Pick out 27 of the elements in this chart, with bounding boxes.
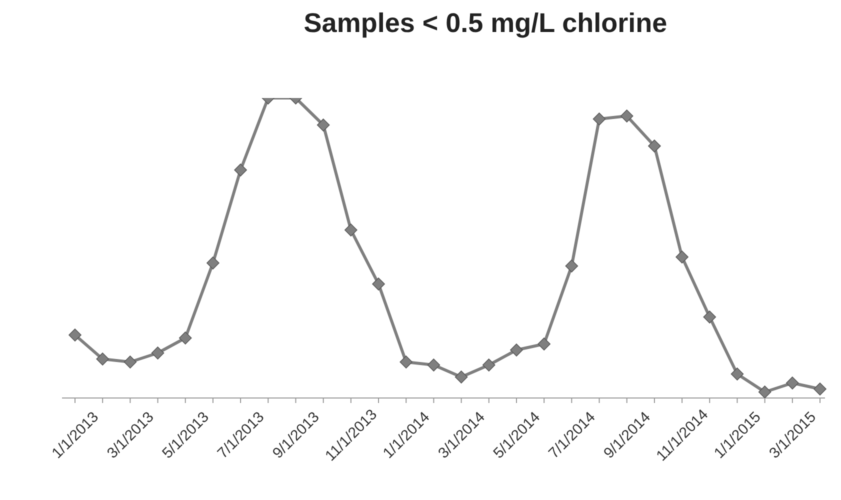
point — [758, 386, 772, 398]
point — [178, 332, 192, 344]
point — [234, 164, 247, 176]
point — [96, 352, 109, 366]
point — [427, 358, 440, 372]
point — [454, 370, 468, 384]
point — [400, 356, 413, 368]
point — [814, 382, 826, 396]
chart-title: Samples < 0.5 mg/L chlorine — [302, 8, 668, 40]
point — [676, 250, 688, 264]
point — [372, 278, 385, 290]
point — [510, 344, 523, 356]
point — [592, 112, 606, 126]
point — [344, 224, 358, 236]
point — [151, 346, 164, 360]
point — [786, 376, 799, 390]
point — [124, 356, 137, 368]
point — [565, 260, 578, 272]
point — [620, 110, 634, 122]
point — [316, 118, 330, 132]
point — [482, 358, 496, 372]
point — [730, 368, 744, 380]
point — [648, 140, 661, 152]
point — [703, 310, 716, 324]
point — [538, 338, 550, 350]
point — [68, 328, 82, 342]
point — [206, 256, 220, 270]
